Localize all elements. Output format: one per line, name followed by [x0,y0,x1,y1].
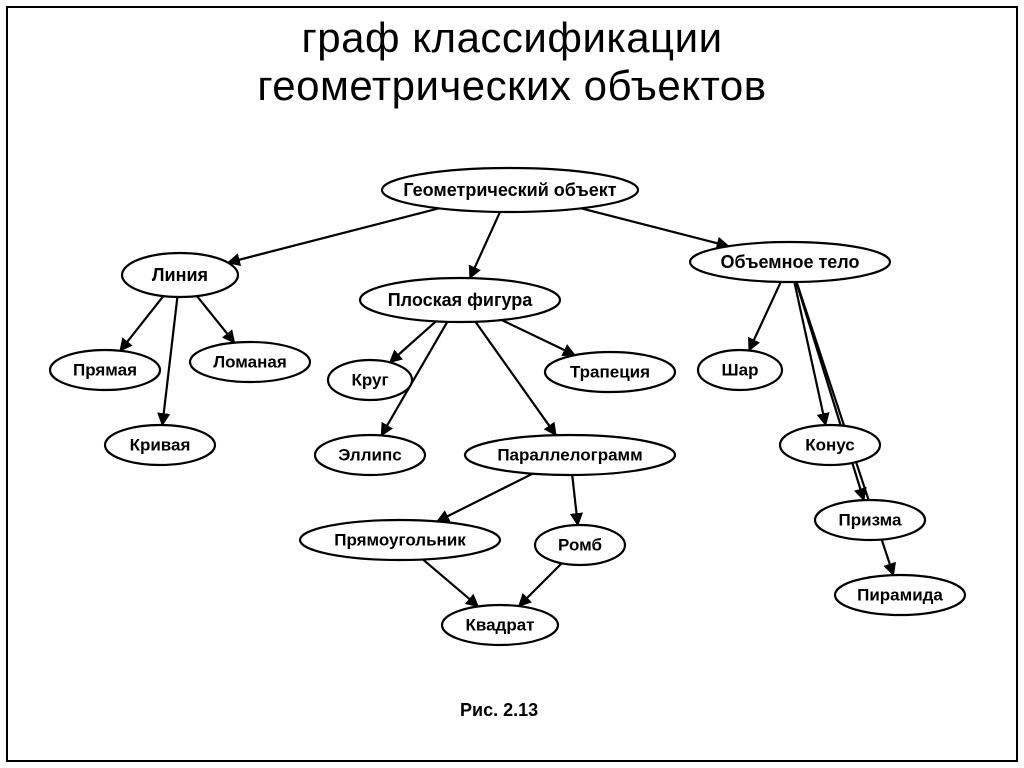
node-label-romb: Ромб [558,535,602,554]
node-krug: Круг [328,360,412,400]
edge-line-loman [197,296,235,343]
edge-root-solid [581,208,728,246]
node-label-shar: Шар [722,360,759,379]
node-label-piram: Пирамида [857,585,943,604]
node-label-solid: Объемное тело [721,252,860,272]
node-label-para: Параллелограмм [497,445,642,464]
node-kvad: Квадрат [442,605,558,645]
edge-solid-shar [749,282,781,351]
node-root: Геометрический объект [382,168,638,212]
node-label-rect: Прямоугольник [334,530,466,549]
node-label-kvad: Квадрат [465,615,534,634]
node-label-loman: Ломаная [213,352,287,371]
node-label-flat: Плоская фигура [388,290,534,310]
edge-flat-krug [390,321,436,362]
node-para: Параллелограмм [465,435,675,475]
node-label-konus: Конус [805,435,855,454]
edge-para-rect [437,474,532,522]
node-romb: Ромб [535,525,625,565]
node-pryam: Прямая [50,350,160,390]
node-label-root: Геометрический объект [403,180,616,200]
edge-line-kriv [162,297,177,425]
figure-caption: Рис. 2.13 [460,700,538,721]
node-label-trap: Трапеция [570,362,650,381]
node-konus: Конус [780,425,880,465]
edge-line-pryam [120,296,163,351]
edge-flat-para [475,322,556,435]
node-label-pryam: Прямая [73,360,137,379]
node-label-line: Линия [152,265,208,285]
edge-root-flat [470,212,500,278]
classification-graph: Геометрический объект Линия Плоская фигура… [0,0,1024,768]
node-solid: Объемное тело [690,242,890,282]
node-piram: Пирамида [835,575,965,615]
node-prizma: Призма [815,500,925,540]
node-kriv: Кривая [105,425,215,465]
node-flat: Плоская фигура [360,278,560,322]
node-label-krug: Круг [351,370,388,389]
node-loman: Ломаная [190,342,310,382]
edge-romb-kvad [519,563,562,606]
node-trap: Трапеция [545,352,675,392]
edge-root-line [228,208,439,262]
node-label-prizma: Призма [839,510,902,529]
node-ellips: Эллипс [315,435,425,475]
edge-flat-trap [502,320,575,355]
node-label-kriv: Кривая [130,435,191,454]
edge-para-romb [572,475,578,525]
node-line: Линия [122,253,238,297]
edge-rect-kvad [423,559,478,606]
node-label-ellips: Эллипс [338,445,401,464]
node-shar: Шар [698,350,782,390]
node-rect: Прямоугольник [300,520,500,560]
